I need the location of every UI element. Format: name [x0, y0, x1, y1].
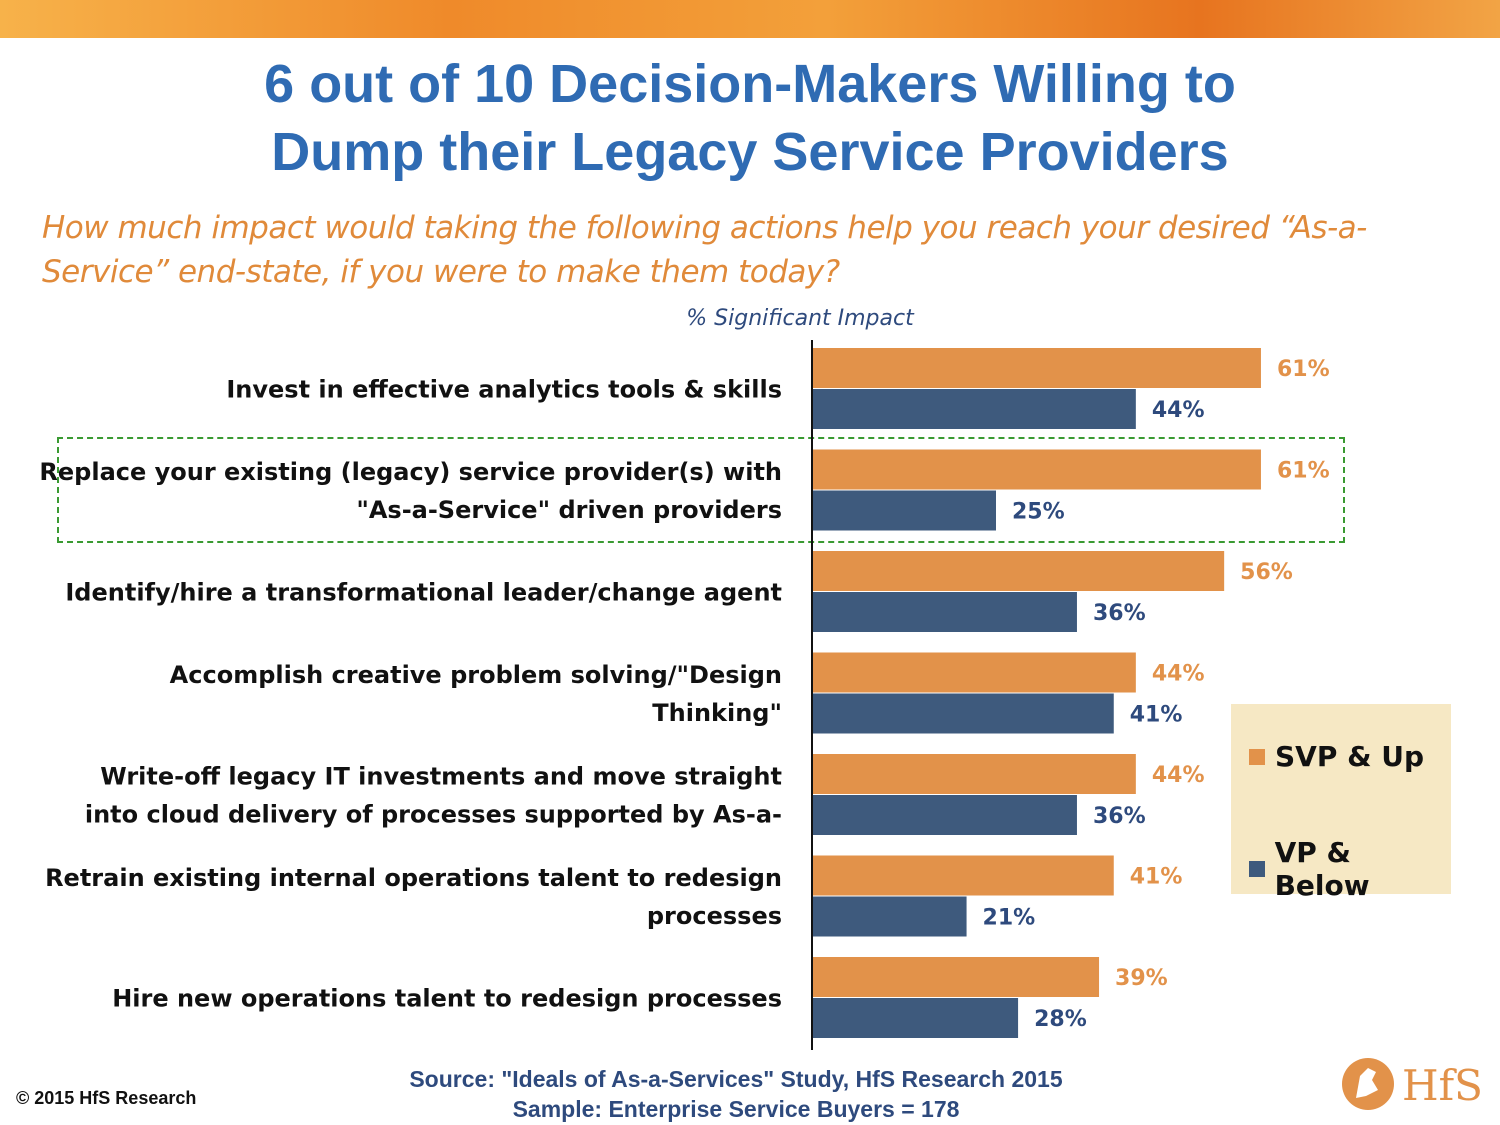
legend-swatch-vp	[1249, 861, 1265, 877]
data-label-vp: 44%	[1152, 398, 1205, 423]
category-label: Accomplish creative problem solving/"Des…	[170, 661, 782, 727]
legend-item-svp: SVP & Up	[1249, 740, 1424, 773]
category-label: Retrain existing internal operations tal…	[45, 864, 782, 930]
highlight-box	[57, 437, 1345, 543]
survey-question: How much impact would taking the followi…	[42, 210, 1367, 290]
category-label: Replace your existing (legacy) service p…	[39, 458, 782, 524]
data-label-svp: 44%	[1152, 763, 1205, 788]
category-label: Invest in effective analytics tools & sk…	[226, 376, 782, 404]
data-label-svp: 41%	[1130, 865, 1183, 890]
data-label-vp: 36%	[1093, 804, 1146, 829]
data-label-svp: 39%	[1115, 966, 1168, 991]
bar-vp	[812, 998, 1019, 1038]
bar-svp	[812, 754, 1136, 794]
bar-chart: 61% 44% Invest in effective analytics tool…	[39, 340, 1330, 1050]
data-label-svp: 61%	[1277, 357, 1330, 382]
data-label-svp: 56%	[1240, 560, 1293, 585]
hfs-logo: HfS	[1342, 1058, 1483, 1110]
bar-vp	[812, 795, 1077, 835]
data-label-vp: 28%	[1034, 1007, 1087, 1032]
data-label-vp: 25%	[1012, 500, 1065, 525]
data-label-vp: 41%	[1130, 703, 1183, 728]
source-line-2: Sample: Enterprise Service Buyers = 178	[512, 1096, 960, 1122]
source-note: Source: "Ideals of As-a-Services" Study,…	[286, 1064, 1186, 1124]
data-label-svp: 44%	[1152, 662, 1205, 687]
horse-icon	[1356, 1068, 1378, 1098]
legend-item-vp: VP & Below	[1249, 836, 1451, 902]
bar-svp	[812, 957, 1100, 997]
bar-svp	[812, 348, 1261, 388]
bar-vp	[812, 693, 1114, 734]
bar-vp	[812, 592, 1077, 632]
legend-swatch-svp	[1249, 748, 1265, 765]
bar-svp	[812, 855, 1114, 896]
data-label-vp: 21%	[983, 906, 1036, 931]
bar-vp	[812, 389, 1136, 429]
top-banner	[0, 0, 1500, 38]
title-line-2: Dump their Legacy Service Providers	[271, 122, 1229, 182]
metric-label: % Significant Impact	[686, 306, 914, 331]
category-label: Hire new operations talent to redesign p…	[112, 985, 782, 1013]
source-line-1: Source: "Ideals of As-a-Services" Study,…	[409, 1066, 1063, 1092]
title-line-1: 6 out of 10 Decision-Makers Willing to	[264, 54, 1236, 114]
bar-vp	[812, 896, 967, 937]
bar-svp	[812, 652, 1136, 693]
bar-svp	[812, 449, 1261, 490]
legend-label-vp: VP & Below	[1274, 836, 1370, 902]
copyright: © 2015 HfS Research	[16, 1088, 197, 1108]
legend-label-svp: SVP & Up	[1275, 740, 1425, 773]
category-label: Identify/hire a transformational leader/…	[65, 579, 782, 607]
bar-svp	[812, 551, 1225, 591]
data-label-svp: 61%	[1277, 459, 1330, 484]
page-title: 6 out of 10 Decision-Makers Willing to D…	[0, 50, 1500, 186]
category-label: Write-off legacy IT investments and move…	[85, 763, 782, 829]
bar-vp	[812, 490, 996, 531]
chart-legend: SVP & Up VP & Below	[1231, 704, 1451, 902]
logo-text: HfS	[1402, 1061, 1483, 1110]
data-label-vp: 36%	[1093, 601, 1146, 626]
